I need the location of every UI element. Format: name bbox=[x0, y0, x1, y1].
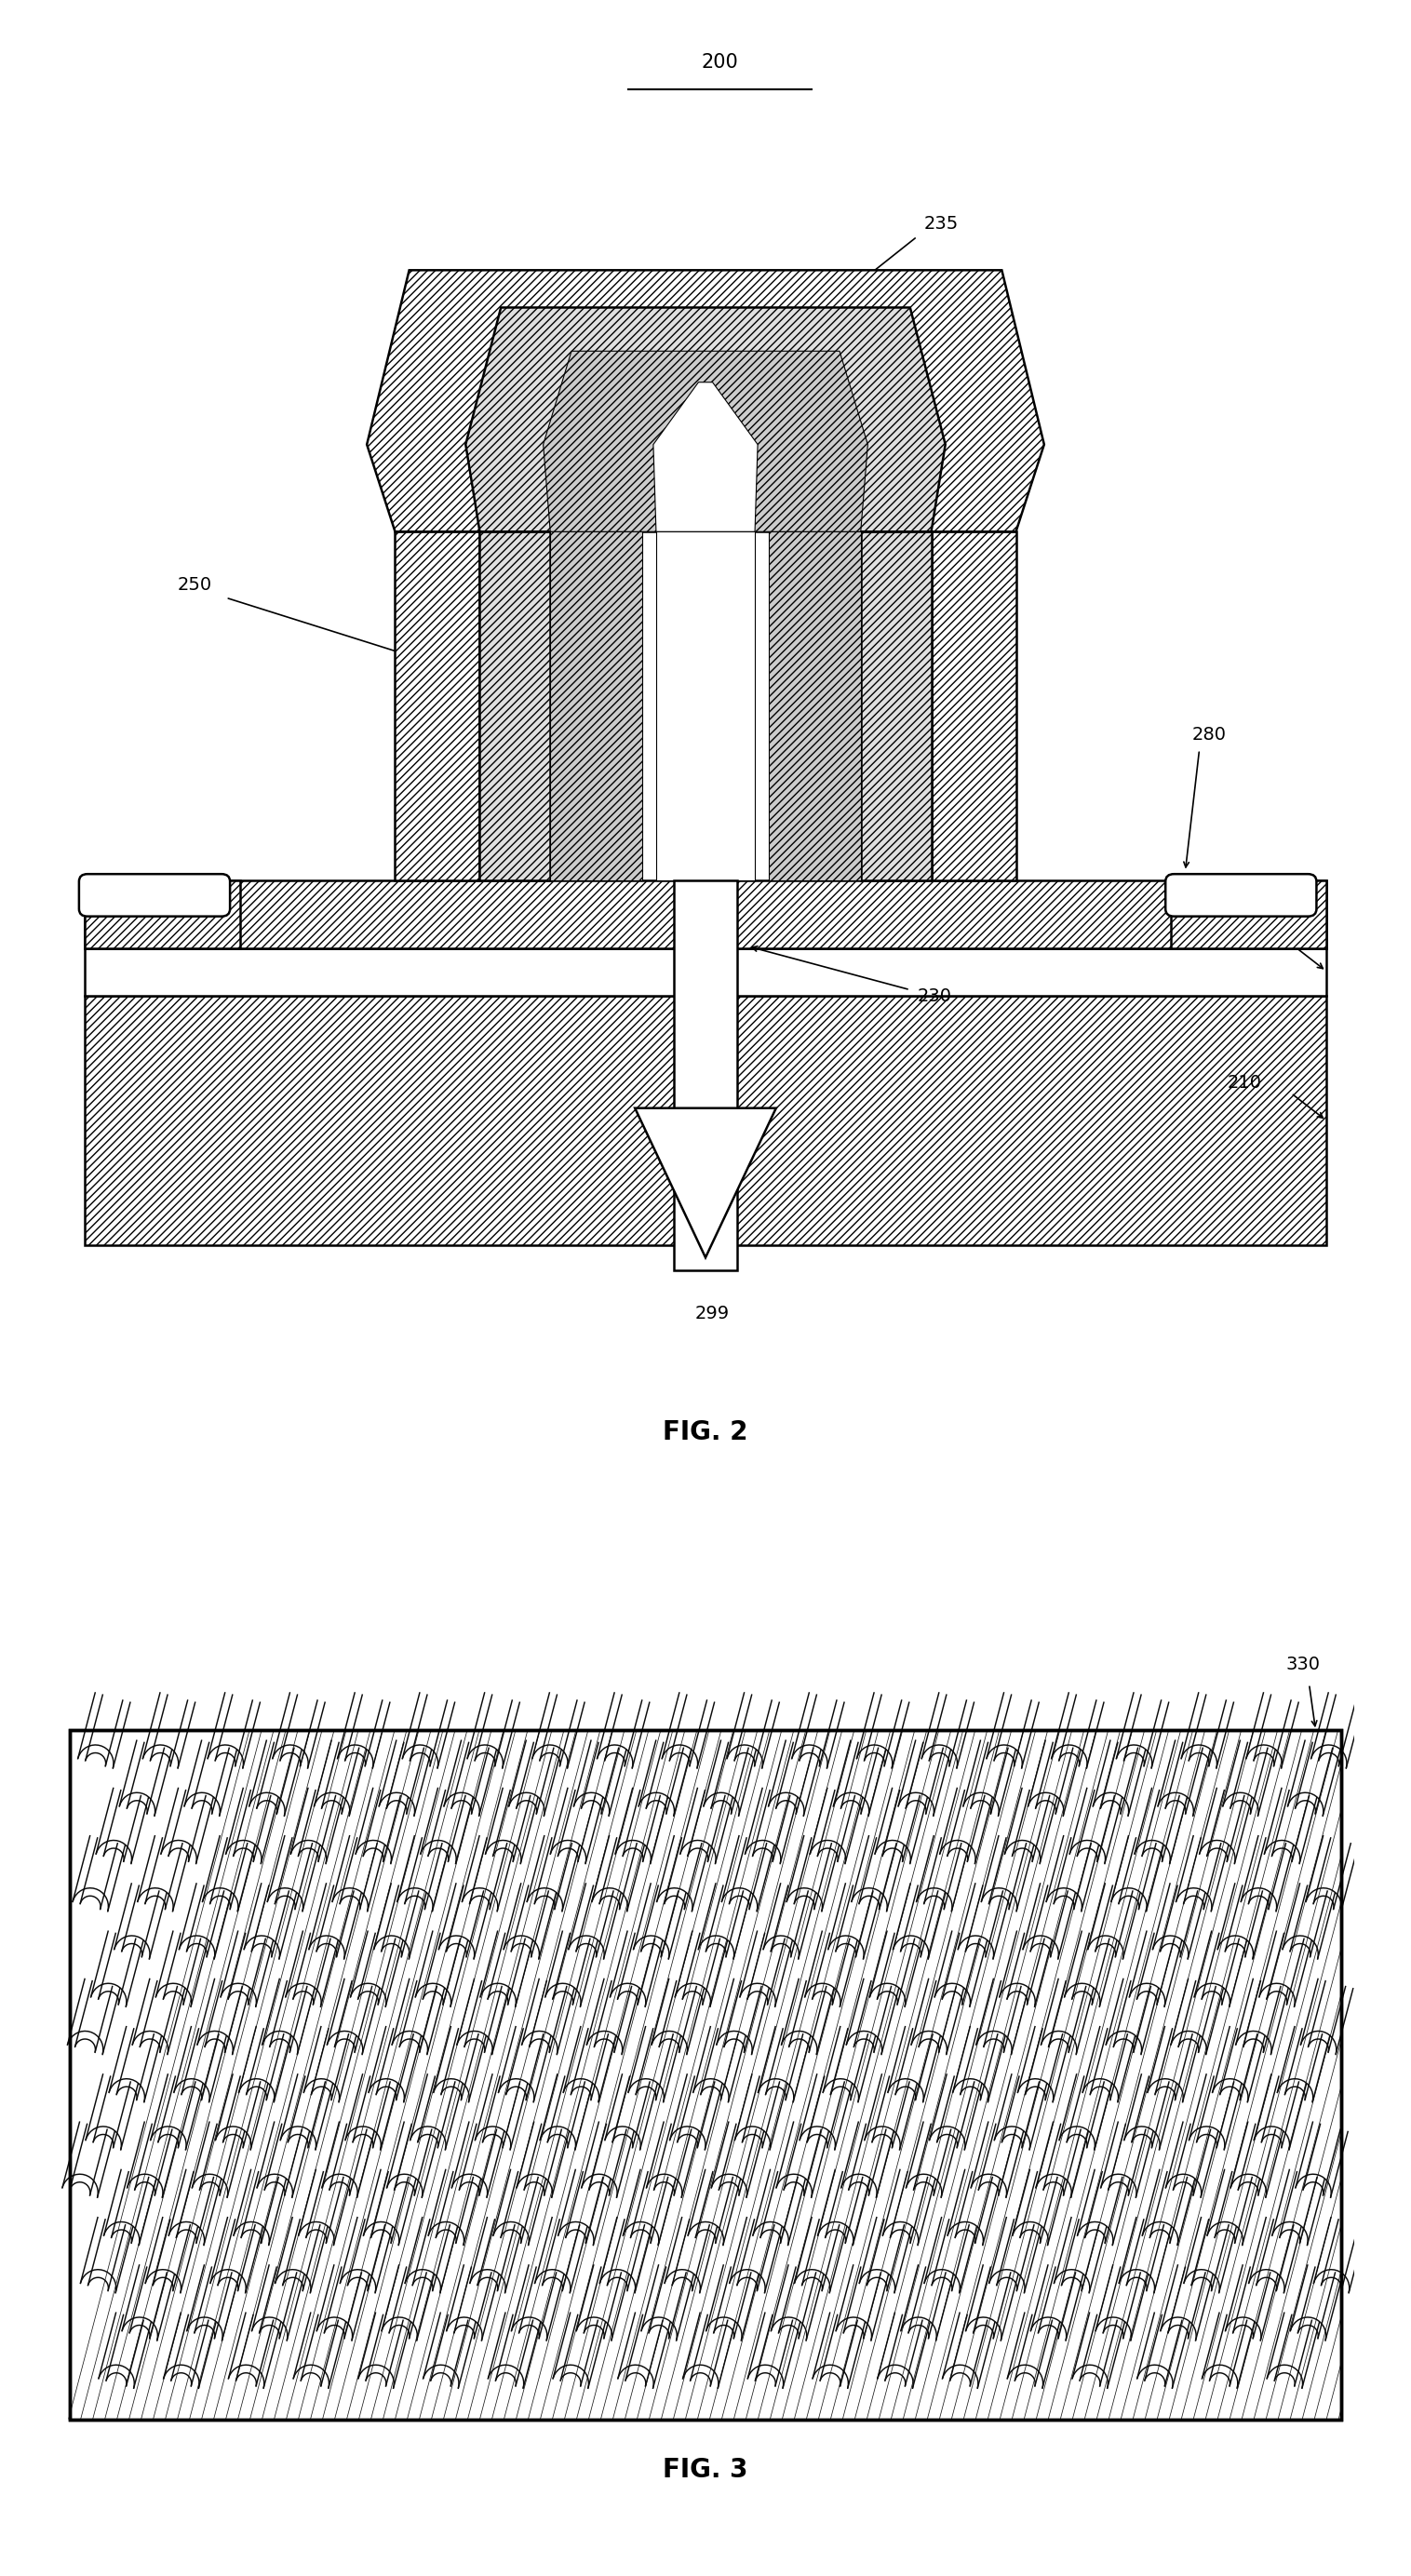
Bar bbox=[85, 881, 240, 948]
FancyBboxPatch shape bbox=[1165, 873, 1316, 917]
Bar bbox=[85, 948, 1326, 997]
Bar bbox=[69, 1731, 1342, 2419]
Bar bbox=[1171, 881, 1326, 948]
Bar bbox=[674, 881, 737, 1270]
Polygon shape bbox=[653, 381, 758, 531]
Text: 230: 230 bbox=[917, 987, 951, 1005]
Bar bbox=[550, 531, 642, 881]
Text: 330: 330 bbox=[1285, 1656, 1319, 1672]
Text: 220: 220 bbox=[1228, 925, 1261, 943]
Bar bbox=[85, 896, 148, 935]
Text: 235: 235 bbox=[924, 216, 959, 232]
Bar bbox=[69, 1731, 1342, 2419]
Polygon shape bbox=[466, 307, 945, 531]
Text: 280: 280 bbox=[1192, 726, 1226, 744]
Text: FIG. 2: FIG. 2 bbox=[663, 1419, 748, 1445]
Text: 299: 299 bbox=[696, 1303, 729, 1321]
Polygon shape bbox=[367, 270, 1044, 531]
Bar bbox=[85, 997, 1326, 1244]
Text: 245: 245 bbox=[938, 366, 974, 381]
Text: 250: 250 bbox=[178, 577, 212, 595]
Polygon shape bbox=[635, 1108, 776, 1257]
Bar bbox=[656, 531, 755, 881]
Bar bbox=[85, 881, 1326, 948]
Bar bbox=[141, 896, 205, 935]
Bar bbox=[769, 531, 861, 881]
Text: FIG. 3: FIG. 3 bbox=[663, 2458, 748, 2483]
Text: 210: 210 bbox=[1228, 1074, 1261, 1092]
Polygon shape bbox=[543, 350, 868, 531]
Bar bbox=[480, 531, 550, 881]
Bar bbox=[861, 531, 931, 881]
Bar bbox=[395, 531, 480, 881]
Text: 200: 200 bbox=[701, 54, 738, 72]
FancyBboxPatch shape bbox=[79, 873, 230, 917]
Bar bbox=[931, 531, 1016, 881]
